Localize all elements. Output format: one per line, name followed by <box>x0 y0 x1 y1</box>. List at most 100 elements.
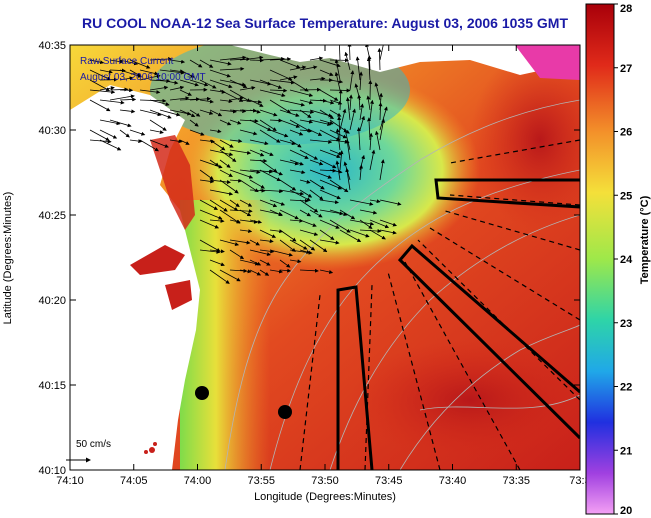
current-vector <box>209 89 226 94</box>
x-axis-ticks: 74:10 74:05 74:00 73:55 73:50 73:45 73:40 73:35… <box>56 45 591 487</box>
current-vector <box>299 249 311 254</box>
current-vector <box>309 159 324 166</box>
current-vector <box>89 89 116 94</box>
current-vector <box>229 169 254 179</box>
land-long-island <box>230 45 580 75</box>
current-vector <box>269 118 283 123</box>
current-vector <box>129 69 142 77</box>
current-vector <box>249 119 272 131</box>
current-vector <box>366 56 371 81</box>
current-vector <box>209 259 225 267</box>
current-vector <box>249 79 272 86</box>
current-vector <box>359 164 364 181</box>
current-vector <box>109 59 124 64</box>
current-vector <box>89 129 110 141</box>
current-vector <box>319 239 340 245</box>
current-vector <box>358 71 363 91</box>
current-vector <box>309 169 332 179</box>
current-vector <box>119 76 134 81</box>
current-vector <box>374 82 381 101</box>
current-vector <box>129 129 146 136</box>
current-vector <box>359 219 373 229</box>
current-vector <box>259 169 281 181</box>
y-tick-label: 40:15 <box>38 380 66 392</box>
current-vector <box>299 99 314 105</box>
current-vector <box>338 89 343 111</box>
depth-contours <box>224 99 580 470</box>
current-vector <box>229 109 247 114</box>
current-vector <box>139 89 161 95</box>
current-vector <box>219 149 237 162</box>
current-vector <box>249 58 264 63</box>
current-vector <box>379 159 385 181</box>
current-vector <box>329 79 344 84</box>
current-vector <box>239 199 253 207</box>
current-vector <box>369 229 386 240</box>
colorbar-tick-label: 20 <box>620 505 632 517</box>
current-vector <box>219 119 232 126</box>
current-vector <box>299 268 319 273</box>
current-vector <box>379 229 397 235</box>
current-vector <box>239 169 261 174</box>
current-vector <box>259 129 281 143</box>
current-vector <box>249 139 269 146</box>
current-vector <box>259 79 283 89</box>
current-vector <box>378 102 383 121</box>
current-vector <box>229 119 242 125</box>
current-vector <box>339 209 356 220</box>
current-vector <box>329 209 348 217</box>
current-vector <box>366 95 371 111</box>
current-vector <box>129 59 151 69</box>
current-vector <box>199 99 214 104</box>
current-vector <box>219 199 239 211</box>
current-vector <box>199 219 220 229</box>
current-vector <box>289 89 314 97</box>
current-vector <box>377 47 382 71</box>
current-vector <box>269 269 284 274</box>
current-vector <box>209 59 232 66</box>
current-vector <box>349 219 375 226</box>
current-vector <box>109 87 129 92</box>
current-vector <box>249 219 263 224</box>
current-vector <box>319 229 335 241</box>
current-vector <box>259 239 274 244</box>
current-vector <box>299 119 314 124</box>
colorbar-tick-label: 25 <box>620 190 632 202</box>
current-vector <box>279 179 297 191</box>
x-tick-label: 73:3 <box>569 475 590 487</box>
current-vector <box>129 139 143 144</box>
current-vector <box>269 209 283 217</box>
current-vector <box>199 239 221 252</box>
current-vector <box>219 66 245 71</box>
current-vector <box>169 85 185 91</box>
current-vector <box>309 189 324 201</box>
x-tick-label: 73:45 <box>375 475 403 487</box>
current-vector <box>356 127 361 151</box>
current-vector <box>149 99 170 107</box>
current-vector <box>329 99 343 105</box>
current-vector <box>119 129 130 138</box>
current-vector <box>249 259 262 266</box>
current-vector <box>319 119 334 125</box>
colorbar-tick-label: 21 <box>620 445 632 457</box>
current-vector <box>279 209 299 220</box>
land-sandy-hook <box>150 135 195 230</box>
y-axis-ticks: 40:35 40:30 40:25 40:20 40:15 40:10 <box>38 40 580 477</box>
y-tick-label: 40:10 <box>38 465 66 477</box>
current-vector <box>279 159 299 166</box>
current-vector <box>259 56 286 61</box>
current-vector <box>289 169 306 175</box>
current-vector <box>99 119 121 126</box>
current-vector <box>339 108 347 131</box>
current-vector <box>109 94 135 101</box>
current-vector <box>159 79 179 85</box>
current-vector <box>299 128 313 133</box>
current-vector <box>189 109 201 117</box>
current-vector <box>209 179 231 185</box>
current-vector <box>319 179 343 190</box>
current-vector <box>209 159 220 167</box>
current-vector <box>119 59 139 66</box>
current-vector <box>219 55 247 61</box>
current-vectors <box>89 45 402 284</box>
current-vector <box>319 149 341 159</box>
